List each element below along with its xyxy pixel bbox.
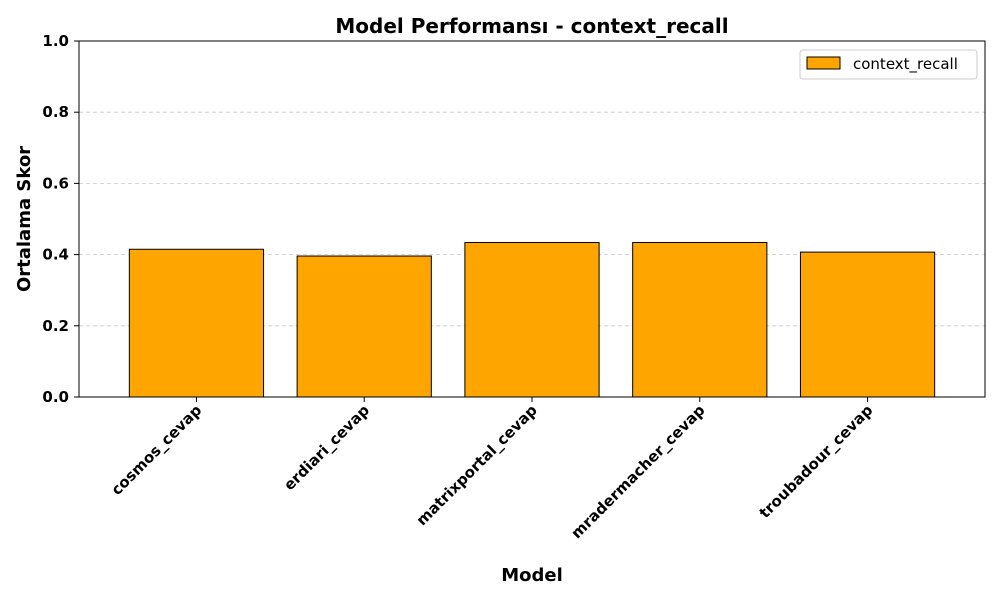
bar xyxy=(128,248,265,398)
bar xyxy=(632,241,768,398)
legend-box xyxy=(799,49,978,80)
y-tick-label: 0.6 xyxy=(42,174,69,192)
y-tick-label: 0.8 xyxy=(42,103,69,121)
x-tick-label: mradermacher_cevap xyxy=(567,401,708,542)
bars xyxy=(128,241,936,398)
x-axis: cosmos_cevap erdiari_cevap matrixportal_ce… xyxy=(108,397,877,542)
bar xyxy=(296,255,432,398)
x-tick-label: cosmos_cevap xyxy=(108,401,206,499)
y-axis-title: Ortalama Skor xyxy=(14,146,35,292)
y-tick-label: 1.0 xyxy=(42,32,69,50)
bar xyxy=(799,251,936,398)
x-axis-title: Model xyxy=(501,565,563,586)
chart-title: Model Performansı - context_recall xyxy=(335,14,728,38)
legend-label: context_recall xyxy=(853,55,958,74)
x-tick-label: erdiari_cevap xyxy=(280,401,373,494)
bar xyxy=(464,241,600,398)
x-tick-label: matrixportal_cevap xyxy=(413,401,541,529)
y-axis: 0.0 0.2 0.4 0.6 0.8 1.0 xyxy=(42,32,79,406)
legend: context_recall xyxy=(799,49,978,80)
legend-swatch xyxy=(806,56,841,70)
x-tick-label: troubadour_cevap xyxy=(756,401,877,522)
y-tick-label: 0.0 xyxy=(42,388,69,406)
y-tick-label: 0.4 xyxy=(42,246,69,264)
y-tick-label: 0.2 xyxy=(42,317,69,335)
